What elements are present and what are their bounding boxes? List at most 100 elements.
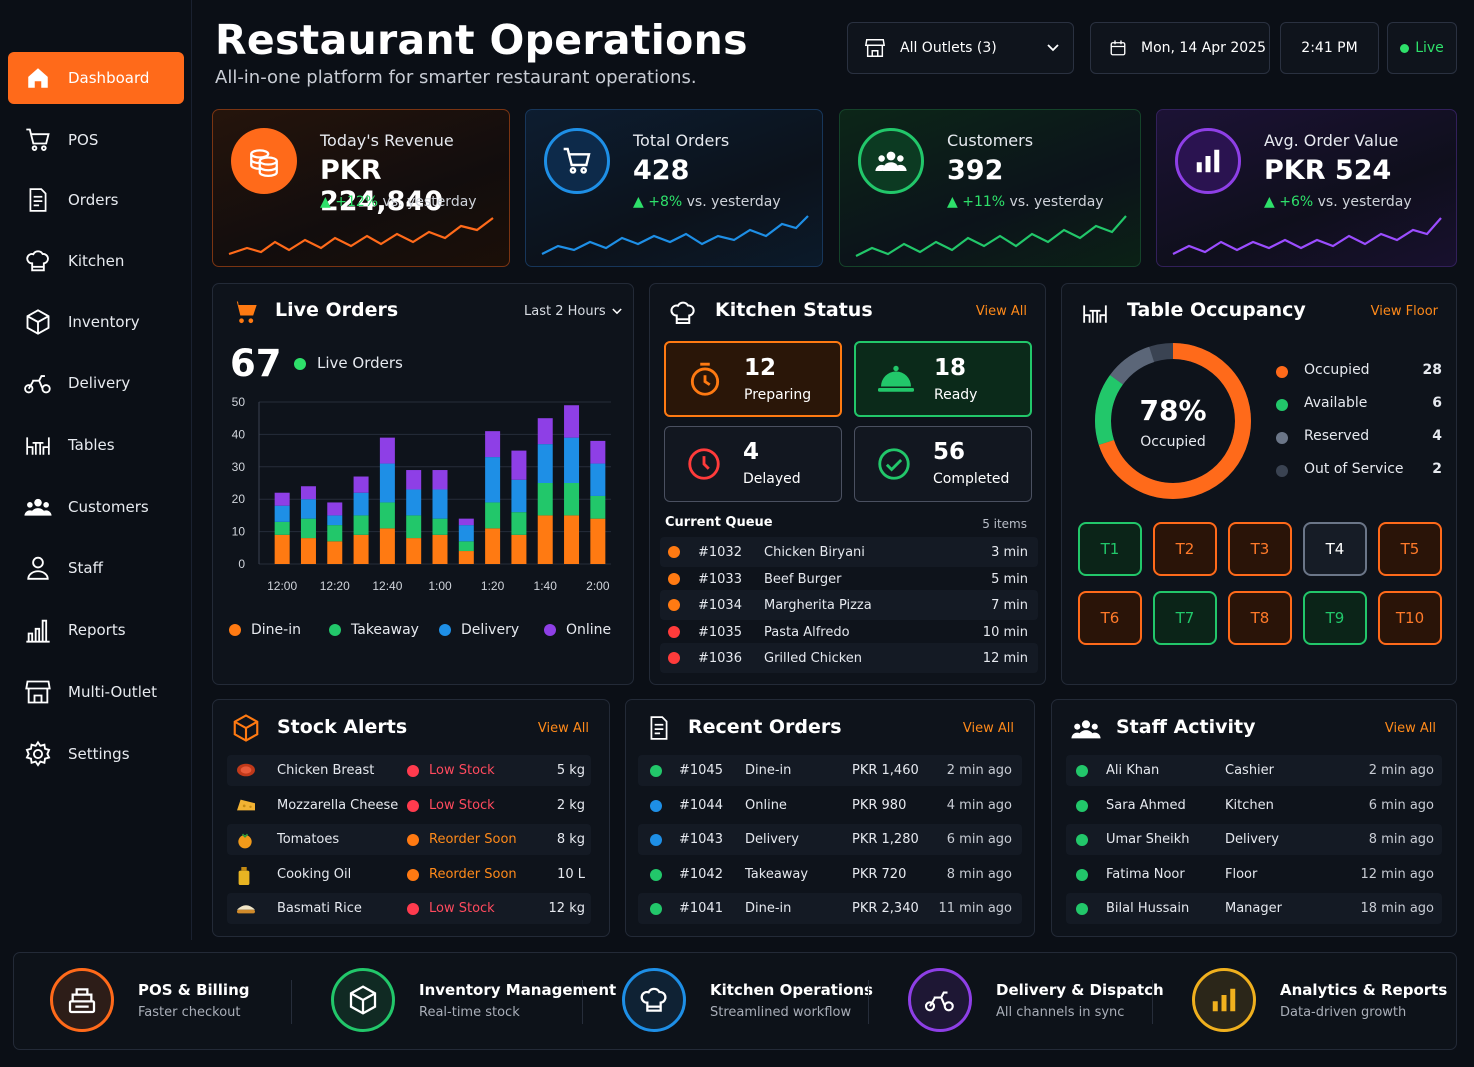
bar-segment: [564, 515, 580, 564]
kitchen-tile-ready[interactable]: 18 Ready: [854, 341, 1032, 417]
range-select[interactable]: Last 2 Hours: [524, 304, 622, 319]
legend-item: Takeaway: [329, 622, 419, 638]
order-row[interactable]: #1044 Online PKR 980 4 min ago: [638, 790, 1022, 821]
kitchen-tile-preparing[interactable]: 12 Preparing: [664, 341, 842, 417]
queue-row[interactable]: #1033 Beef Burger 5 min: [660, 564, 1038, 594]
bar-segment: [458, 525, 474, 542]
order-id: #1045: [679, 763, 723, 778]
order-row[interactable]: #1042 Takeaway PKR 720 8 min ago: [638, 859, 1022, 890]
live-badge[interactable]: Live: [1387, 22, 1457, 74]
staff-row[interactable]: Fatima Noor Floor 12 min ago: [1066, 859, 1442, 890]
queue-row[interactable]: #1036 Grilled Chicken 12 min: [660, 643, 1038, 673]
staff-row[interactable]: Bilal Hussain Manager 18 min ago: [1066, 893, 1442, 924]
stock-quantity: 2 kg: [556, 797, 585, 813]
occupancy-label: Occupied: [1140, 434, 1206, 450]
sidebar-item-kitchen[interactable]: Kitchen: [8, 235, 184, 287]
order-row[interactable]: #1045 Dine-in PKR 1,460 2 min ago: [638, 755, 1022, 786]
sidebar-item-orders[interactable]: Orders: [8, 174, 184, 226]
kitchen-tile-label: Preparing: [744, 387, 812, 403]
feature-title: Delivery & Dispatch: [996, 980, 1164, 999]
kpi-card-revenue[interactable]: Today's Revenue PKR 224,840 ▲ +12% vs. y…: [212, 109, 510, 267]
staff-row[interactable]: Umar Sheikh Delivery 8 min ago: [1066, 824, 1442, 855]
stock-status: Low Stock: [429, 797, 495, 813]
table-tile[interactable]: T6: [1078, 591, 1142, 645]
view-all-link[interactable]: View All: [537, 721, 589, 736]
sidebar-item-pos[interactable]: POS: [8, 114, 184, 166]
sidebar-item-dashboard[interactable]: Dashboard: [8, 52, 184, 104]
sidebar-item-staff[interactable]: Staff: [8, 542, 184, 594]
table-tile[interactable]: T10: [1378, 591, 1442, 645]
status-dot: [650, 868, 662, 881]
divider: [582, 980, 583, 1024]
queue-row[interactable]: #1032 Chicken Biryani 3 min: [660, 537, 1038, 567]
stock-status: Reorder Soon: [429, 866, 517, 882]
live-dot: [294, 358, 306, 370]
bar-segment: [485, 528, 501, 564]
order-row[interactable]: #1041 Dine-in PKR 2,340 11 min ago: [638, 893, 1022, 924]
sidebar-item-reports[interactable]: Reports: [8, 604, 184, 656]
bar-segment: [590, 518, 606, 564]
stock-row[interactable]: Mozzarella Cheese Low Stock 2 kg: [227, 790, 591, 821]
sidebar-item-label: Dashboard: [68, 69, 150, 87]
cart-icon: [544, 128, 610, 194]
bar-segment: [353, 476, 369, 493]
staff-row[interactable]: Ali Khan Cashier 2 min ago: [1066, 755, 1442, 786]
staff-row[interactable]: Sara Ahmed Kitchen 6 min ago: [1066, 790, 1442, 821]
kpi-card-orders[interactable]: Total Orders 428 ▲ +8% vs. yesterday: [525, 109, 823, 267]
x-tick-label: 1:00: [428, 579, 452, 593]
stock-row[interactable]: Basmati Rice Low Stock 12 kg: [227, 893, 591, 924]
stock-item-name: Mozzarella Cheese: [277, 797, 399, 813]
table-tile[interactable]: T3: [1228, 522, 1292, 576]
feature-item[interactable]: Delivery & Dispatch All channels in sync: [908, 964, 1164, 1036]
order-row[interactable]: #1043 Delivery PKR 1,280 6 min ago: [638, 824, 1022, 855]
kpi-card-customers[interactable]: Customers 392 ▲ +11% vs. yesterday: [839, 109, 1141, 267]
table-tile[interactable]: T4: [1303, 522, 1367, 576]
tomato-icon: [235, 830, 255, 850]
view-all-link[interactable]: View All: [1384, 721, 1436, 736]
feature-item[interactable]: Inventory Management Real-time stock: [331, 964, 616, 1036]
queue-row[interactable]: #1035 Pasta Alfredo 10 min: [660, 617, 1038, 647]
staff-list: Ali Khan Cashier 2 min ago Sara Ahmed Kitche…: [1066, 755, 1442, 935]
table-tile[interactable]: T2: [1153, 522, 1217, 576]
kpi-card-avg-order[interactable]: Avg. Order Value PKR 524 ▲ +6% vs. yeste…: [1156, 109, 1457, 267]
inventory-box-icon: [331, 968, 395, 1032]
order-amount: PKR 720: [852, 866, 907, 882]
bar-segment: [379, 463, 395, 503]
feature-item[interactable]: Kitchen Operations Streamlined workflow: [622, 964, 873, 1036]
sidebar-item-inventory[interactable]: Inventory: [8, 296, 184, 348]
queue-row[interactable]: #1034 Margherita Pizza 7 min: [660, 590, 1038, 620]
table-tile[interactable]: T7: [1153, 591, 1217, 645]
stock-row[interactable]: Tomatoes Reorder Soon 8 kg: [227, 824, 591, 855]
table-tile[interactable]: T8: [1228, 591, 1292, 645]
view-floor-link[interactable]: View Floor: [1370, 304, 1438, 319]
sidebar-item-tables[interactable]: Tables: [8, 419, 184, 471]
status-dot: [668, 573, 680, 585]
date-picker[interactable]: Mon, 14 Apr 2025: [1090, 22, 1270, 74]
staff-time: 18 min ago: [1360, 901, 1435, 916]
kitchen-tile-delayed[interactable]: 4 Delayed: [664, 426, 842, 502]
bar-segment: [432, 518, 448, 535]
sidebar-item-settings[interactable]: Settings: [8, 728, 184, 780]
sidebar-item-customers[interactable]: Customers: [8, 481, 184, 533]
table-tile[interactable]: T9: [1303, 591, 1367, 645]
outlet-select[interactable]: All Outlets (3): [847, 22, 1074, 74]
stock-quantity: 12 kg: [548, 901, 585, 916]
table-tile[interactable]: T1: [1078, 522, 1142, 576]
staff-activity-panel: Staff Activity View All Ali Khan Cashier 2…: [1051, 699, 1457, 937]
stock-row[interactable]: Cooking Oil Reorder Soon 10 L: [227, 859, 591, 890]
feature-item[interactable]: Analytics & Reports Data-driven growth: [1192, 964, 1447, 1036]
stock-alerts-panel: Stock Alerts View All Chicken Breast Low …: [212, 699, 610, 937]
stock-row[interactable]: Chicken Breast Low Stock 5 kg: [227, 755, 591, 786]
bar-segment: [353, 515, 369, 535]
table-tile[interactable]: T5: [1378, 522, 1442, 576]
view-all-link[interactable]: View All: [962, 721, 1014, 736]
sidebar-item-label: Customers: [68, 498, 149, 516]
bar-chart-icon: [1192, 968, 1256, 1032]
sidebar-item-delivery[interactable]: Delivery: [8, 357, 184, 409]
kitchen-tile-completed[interactable]: 56 Completed: [854, 426, 1032, 502]
view-all-link[interactable]: View All: [975, 304, 1027, 319]
kitchen-tile-count: 4: [743, 439, 760, 465]
feature-item[interactable]: POS & Billing Faster checkout: [50, 964, 250, 1036]
bar-segment: [353, 534, 369, 564]
sidebar-item-multi-outlet[interactable]: Multi-Outlet: [8, 666, 184, 718]
